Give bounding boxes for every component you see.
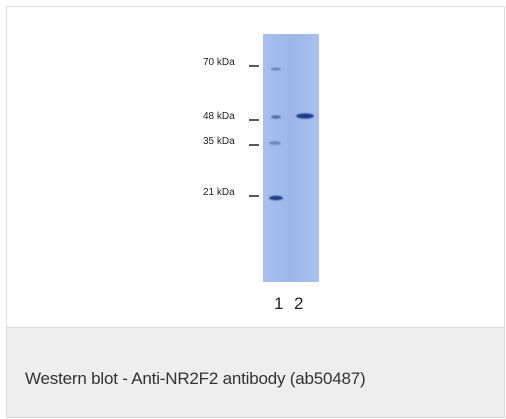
image-card: 70 kDa 48 kDa 35 kDa 21 kDa 1 2 Western …	[6, 6, 505, 418]
marker-label-35: 35 kDa	[203, 136, 235, 147]
caption-area: Western blot - Anti-NR2F2 antibody (ab50…	[7, 328, 504, 417]
marker-label-70: 70 kDa	[203, 57, 235, 68]
lane-label-2: 2	[294, 294, 303, 313]
lane-label-1: 1	[274, 294, 283, 313]
ladder-band-35	[269, 141, 281, 145]
marker-label-21: 21 kDa	[203, 187, 235, 198]
ladder-band-21	[269, 195, 283, 201]
ladder-band-70	[271, 67, 281, 71]
figure-caption: Western blot - Anti-NR2F2 antibody (ab50…	[25, 369, 366, 388]
marker-label-48: 48 kDa	[203, 111, 235, 122]
western-blot-image: 70 kDa 48 kDa 35 kDa 21 kDa 1 2	[203, 34, 319, 313]
sample-band-lane-2	[296, 113, 314, 119]
ladder-band-48	[271, 115, 281, 119]
figure-area: 70 kDa 48 kDa 35 kDa 21 kDa 1 2	[7, 7, 504, 328]
blot-membrane	[263, 34, 319, 282]
